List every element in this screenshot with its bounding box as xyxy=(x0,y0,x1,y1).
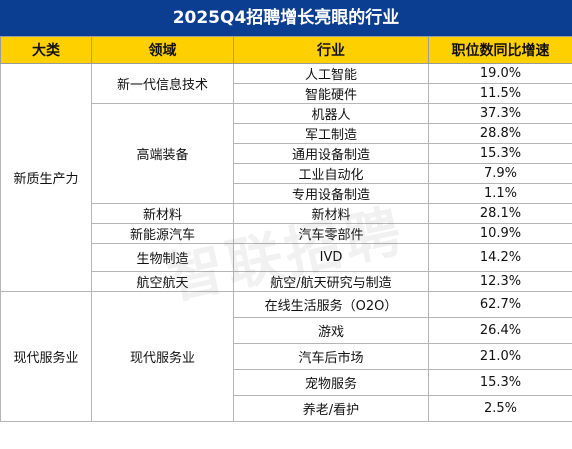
table-row: 养老/看护 2.5% xyxy=(1,395,572,422)
field-cell: 新一代信息技术 xyxy=(91,63,234,104)
growth-cell: 26.4% xyxy=(428,317,572,344)
table-row: 现代服务业 现代服务业 在线生活服务（O2O） 62.7% xyxy=(0,291,572,422)
table-row: 新质生产力 新一代信息技术 人工智能 19.0% xyxy=(0,63,572,292)
growth-cell: 1.1% xyxy=(428,183,572,204)
industry-cell: 新材料 xyxy=(233,203,429,224)
header-row: 大类 领域 行业 职位数同比增速 xyxy=(0,36,572,64)
table-row: 专用设备制造 1.1% xyxy=(1,183,572,204)
table-row: 新材料 新材料 28.1% xyxy=(1,203,572,224)
industry-cell: 航空/航天研究与制造 xyxy=(233,271,429,292)
industry-cell: 宠物服务 xyxy=(233,369,429,396)
table-row: 工业自动化 7.9% xyxy=(1,163,572,184)
field-cell: 生物制造 xyxy=(91,243,234,272)
growth-cell: 21.0% xyxy=(428,343,572,370)
growth-cell: 37.3% xyxy=(428,103,572,124)
category-cell: 现代服务业 xyxy=(0,291,92,422)
growth-cell: 10.9% xyxy=(428,223,572,244)
industry-cell: 养老/看护 xyxy=(233,395,429,422)
growth-cell: 28.1% xyxy=(428,203,572,224)
field-cell: 新能源汽车 xyxy=(91,223,234,244)
field-cell: 现代服务业 xyxy=(91,291,234,422)
growth-cell: 2.5% xyxy=(428,395,572,422)
growth-cell: 28.8% xyxy=(428,123,572,144)
industry-cell: 汽车零部件 xyxy=(233,223,429,244)
industry-cell: 军工制造 xyxy=(233,123,429,144)
table-row: 生物制造 IVD 14.2% xyxy=(1,243,572,272)
header-field: 领域 xyxy=(91,36,234,64)
header-category: 大类 xyxy=(0,36,92,64)
category-cell: 新质生产力 xyxy=(0,63,92,292)
table-title: 2025Q4招聘增长亮眼的行业 xyxy=(0,0,572,36)
industry-cell: 专用设备制造 xyxy=(233,183,429,204)
table-row: 宠物服务 15.3% xyxy=(1,369,572,396)
field-cell: 新材料 xyxy=(91,203,234,224)
industry-cell: 工业自动化 xyxy=(233,163,429,184)
header-growth: 职位数同比增速 xyxy=(428,36,572,64)
growth-cell: 11.5% xyxy=(428,83,572,104)
table-row: 高端装备 机器人 37.3% xyxy=(1,103,572,204)
industry-cell: 智能硬件 xyxy=(233,83,429,104)
table-row: 航空航天 航空/航天研究与制造 12.3% xyxy=(1,271,572,292)
header-industry: 行业 xyxy=(233,36,429,64)
growth-cell: 14.2% xyxy=(428,243,572,272)
industry-cell: 通用设备制造 xyxy=(233,143,429,164)
table-body: 新质生产力 新一代信息技术 人工智能 19.0% 智能硬件 11.5% 高端装备 机器人 37.… xyxy=(0,63,572,422)
table-row: 游戏 26.4% xyxy=(1,317,572,344)
industry-cell: 机器人 xyxy=(233,103,429,124)
growth-cell: 15.3% xyxy=(428,143,572,164)
growth-cell: 62.7% xyxy=(428,291,572,318)
industry-cell: 汽车后市场 xyxy=(233,343,429,370)
table-row: 通用设备制造 15.3% xyxy=(1,143,572,164)
industry-cell: 人工智能 xyxy=(233,63,429,84)
growth-cell: 7.9% xyxy=(428,163,572,184)
growth-cell: 15.3% xyxy=(428,369,572,396)
field-cell: 高端装备 xyxy=(91,103,234,204)
industry-cell: 在线生活服务（O2O） xyxy=(233,291,429,318)
industry-cell: IVD xyxy=(233,243,429,272)
industry-growth-table: 大类 领域 行业 职位数同比增速 新质生产力 新一代信息技术 人工智能 19.0% 智能… xyxy=(0,36,572,422)
growth-cell: 19.0% xyxy=(428,63,572,84)
field-cell: 航空航天 xyxy=(91,271,234,292)
growth-cell: 12.3% xyxy=(428,271,572,292)
industry-cell: 游戏 xyxy=(233,317,429,344)
